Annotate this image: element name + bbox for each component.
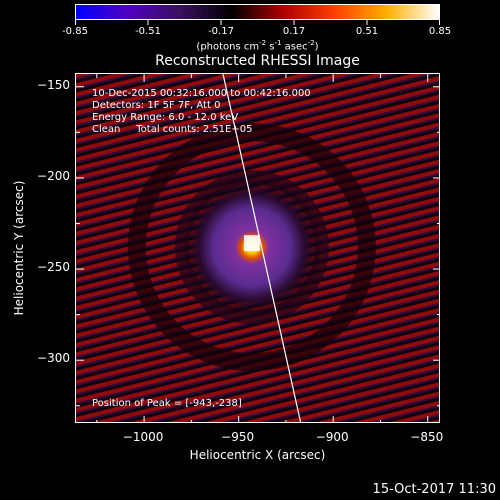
colorbar <box>75 4 440 20</box>
x-axis-label: Heliocentric X (arcsec) <box>75 448 440 462</box>
colorbar-units: (photons cm-2 s-1 asec-2) <box>75 39 440 52</box>
colorbar-tick-label: -0.51 <box>135 26 161 37</box>
peak-source <box>244 235 260 251</box>
colorbar-tick-label: 0.85 <box>429 26 451 37</box>
info-line: 10-Dec-2015 00:32:16.000 to 00:42:16.000 <box>92 88 311 99</box>
x-tick-label: −850 <box>410 430 443 444</box>
y-tick-label: −200 <box>30 169 70 183</box>
x-tick-label: −1000 <box>123 430 164 444</box>
date-stamp: 15-Oct-2017 11:30 <box>373 482 496 497</box>
info-line: Clean Total counts: 2.51E+05 <box>92 124 252 135</box>
colorbar-ticks <box>75 20 440 26</box>
colorbar-tick-label: 0.51 <box>356 26 378 37</box>
info-line: Energy Range: 6.0 - 12.0 keV <box>92 112 238 123</box>
colorbar-tick-label: -0.85 <box>62 26 88 37</box>
colorbar-tick-label: -0.17 <box>208 26 234 37</box>
y-tick-label: −150 <box>30 78 70 92</box>
x-tick-label: −950 <box>221 430 254 444</box>
image-title: Reconstructed RHESSI Image <box>75 53 440 69</box>
x-tick-label: −900 <box>316 430 349 444</box>
y-tick-label: −250 <box>30 260 70 274</box>
y-axis-label: Heliocentric Y (arcsec) <box>12 181 26 316</box>
info-line: Detectors: 1F 5F 7F, Att 0 <box>92 100 220 111</box>
y-tick-label: −300 <box>30 351 70 365</box>
colorbar-tick-label: 0.17 <box>283 26 305 37</box>
peak-position-text: Position of Peak = [-943,-238] <box>92 398 242 409</box>
